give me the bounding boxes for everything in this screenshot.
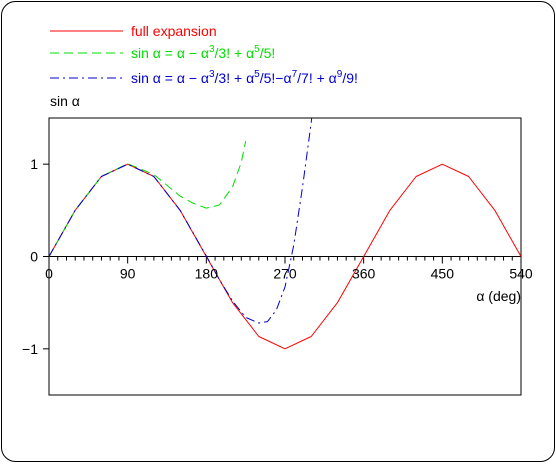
tick-labels: 0 90 180 270 360 450 540 −1 0 1 xyxy=(22,156,533,357)
axes xyxy=(43,163,522,350)
y-tick-label: −1 xyxy=(22,341,38,357)
x-tick-label: 180 xyxy=(195,266,219,282)
y-axis-label: sin α xyxy=(50,93,80,109)
y-tick-label: 1 xyxy=(30,156,38,172)
x-tick-label: 540 xyxy=(509,266,533,282)
y-tick-label: 0 xyxy=(30,249,38,265)
x-axis-label: α (deg) xyxy=(476,288,521,304)
x-tick-label: 450 xyxy=(431,266,455,282)
x-tick-label: 90 xyxy=(120,266,136,282)
legend-label-1: full expansion xyxy=(131,23,217,39)
legend: full expansion sin α = α − α3/3! + α5/5! s… xyxy=(50,23,358,86)
x-tick-label: 270 xyxy=(273,266,297,282)
x-tick-label: 0 xyxy=(45,266,53,282)
series-layer xyxy=(49,118,521,350)
legend-label-2: sin α = α − α3/3! + α5/5! xyxy=(131,44,275,61)
series-line-3 xyxy=(49,118,313,324)
series-line-2 xyxy=(49,140,247,257)
x-tick-label: 360 xyxy=(352,266,376,282)
legend-label-3: sin α = α − α3/3! + α5/5!−α7/7! + α9/9! xyxy=(131,69,358,86)
series-line-1 xyxy=(49,163,521,350)
